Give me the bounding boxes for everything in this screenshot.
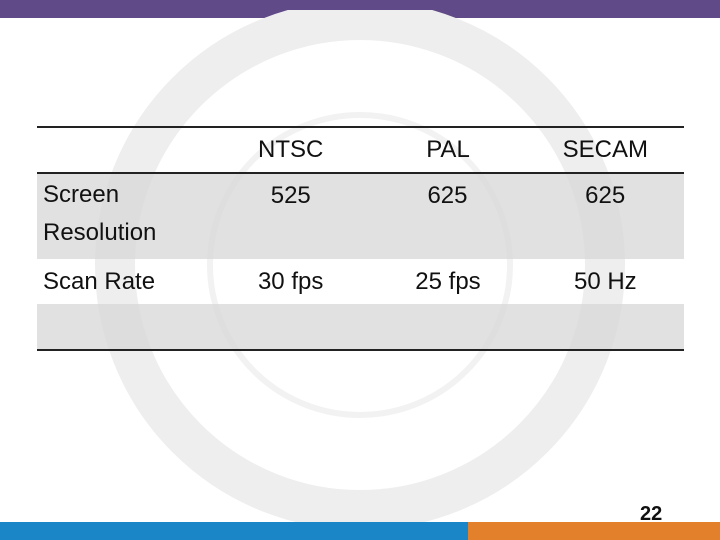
table: NTSC PAL SECAM Screen Resolution 525 625… bbox=[37, 126, 684, 351]
cell: 25 fps bbox=[415, 268, 481, 295]
table-row: Scan Rate 30 fps 25 fps 50 Hz bbox=[37, 259, 684, 304]
row-label: Scan Rate bbox=[43, 268, 156, 295]
corner-cell bbox=[37, 128, 212, 172]
watermark bbox=[95, 10, 625, 530]
column-header: SECAM bbox=[562, 136, 649, 163]
column-header: PAL bbox=[426, 136, 470, 163]
cell: 525 bbox=[270, 182, 311, 209]
bottom-bar bbox=[0, 522, 468, 540]
cell: 625 bbox=[427, 182, 468, 209]
cell: 50 Hz bbox=[573, 268, 637, 295]
watermark-ring bbox=[95, 10, 625, 530]
page-number: 22 bbox=[640, 503, 663, 525]
row-label: Screen Resolution bbox=[43, 181, 157, 246]
table-row: Screen Resolution 525 625 625 bbox=[37, 174, 684, 259]
header-row: NTSC PAL SECAM bbox=[37, 128, 684, 174]
top-bar bbox=[0, 0, 720, 18]
watermark-inner bbox=[207, 112, 513, 418]
empty-row bbox=[37, 304, 684, 349]
bottom-bar bbox=[468, 522, 720, 540]
column-header: NTSC bbox=[257, 136, 324, 163]
cell: 625 bbox=[585, 182, 626, 209]
cell: 30 fps bbox=[257, 268, 324, 295]
